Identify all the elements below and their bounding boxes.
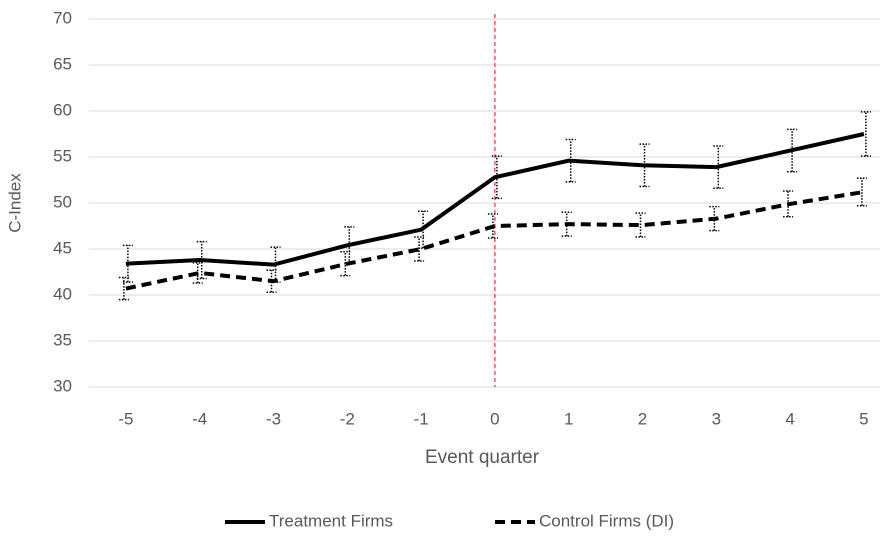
error-bar (414, 236, 425, 262)
y-tick-label: 70 (53, 8, 72, 27)
y-tick-label: 50 (53, 192, 72, 211)
x-tick-label: -4 (192, 409, 207, 428)
error-bar (122, 244, 133, 283)
y-tick-label: 45 (53, 238, 72, 257)
error-bar (783, 190, 794, 218)
x-tick-label: 0 (490, 409, 499, 428)
error-bar (565, 138, 576, 183)
error-bar (487, 213, 498, 239)
series-line (125, 132, 865, 267)
error-bar (118, 276, 129, 301)
legend-label: Treatment Firms (269, 511, 393, 530)
x-tick-label: 1 (564, 409, 573, 428)
error-bar (635, 212, 646, 238)
error-bar (639, 143, 650, 188)
error-bar (266, 269, 277, 293)
y-tick-label: 65 (53, 54, 72, 73)
x-tick-label: 4 (785, 409, 794, 428)
error-bar (196, 240, 207, 280)
error-bar (860, 111, 871, 157)
y-tick-label: 60 (53, 100, 72, 119)
y-axis-label: C-Index (5, 173, 24, 233)
x-axis-label: Event quarter (425, 447, 540, 468)
x-tick-label: -3 (266, 409, 281, 428)
x-tick-label: -2 (340, 409, 355, 428)
legend-label: Control Firms (DI) (539, 511, 674, 530)
x-tick-label: 5 (859, 409, 868, 428)
y-tick-label: 55 (53, 146, 72, 165)
error-bar (192, 262, 203, 284)
y-tick-label: 30 (53, 376, 72, 395)
x-tick-label: -5 (118, 409, 133, 428)
x-tick-label: 3 (712, 409, 721, 428)
error-bar (713, 145, 724, 190)
y-tick-label: 40 (53, 284, 72, 303)
x-tick-label: -1 (414, 409, 429, 428)
error-bar (340, 251, 351, 277)
series-line (125, 189, 865, 291)
error-bar (344, 226, 355, 265)
y-tick-label: 35 (53, 330, 72, 349)
x-tick-label: 2 (638, 409, 647, 428)
error-bar (491, 155, 502, 200)
error-bar (561, 211, 572, 237)
error-bar (787, 128, 798, 173)
error-bar (418, 210, 429, 249)
error-bar (709, 205, 720, 232)
